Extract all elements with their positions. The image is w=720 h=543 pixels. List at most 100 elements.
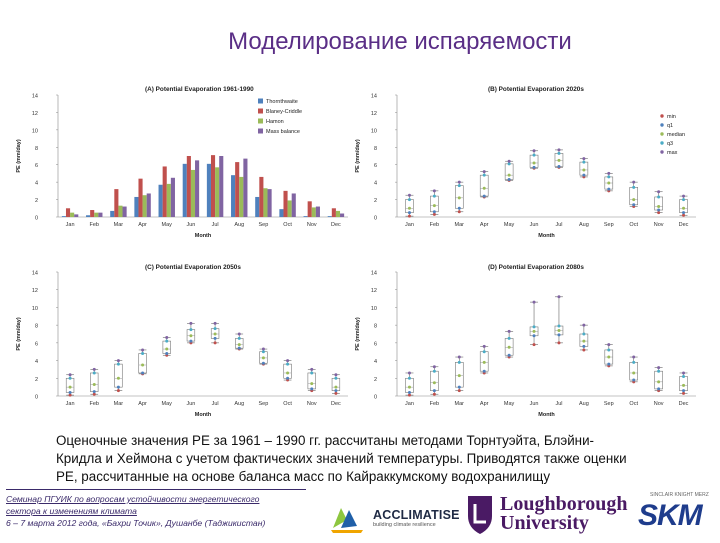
- bar-blaney-criddle: [162, 166, 167, 217]
- box: [529, 154, 539, 168]
- point-q3: [557, 324, 561, 328]
- point-q1: [607, 187, 611, 191]
- point-min: [213, 341, 217, 345]
- x-tick-label: Apr: [138, 222, 147, 228]
- point-min: [432, 212, 436, 216]
- caption-line-2: Кридла и Хеймона с учетом фактических зн…: [56, 451, 627, 466]
- point-min: [432, 392, 436, 396]
- bar-blaney-criddle: [114, 189, 119, 217]
- point-median: [457, 196, 461, 200]
- box: [629, 187, 638, 206]
- point-max: [165, 336, 169, 340]
- y-tick-label: 4: [374, 181, 377, 187]
- point-median: [189, 334, 193, 338]
- bar-thornthwaite: [134, 196, 139, 217]
- x-axis-label: Month: [195, 412, 212, 418]
- acclimatise-tagline: building climate resilience: [373, 522, 436, 528]
- point-max: [532, 149, 536, 153]
- y-tick-label: 10: [32, 128, 38, 134]
- point-median: [507, 173, 511, 177]
- point-q1: [286, 376, 290, 380]
- point-max: [532, 300, 536, 304]
- x-tick-label: Sep: [604, 222, 614, 228]
- point-max: [286, 359, 290, 363]
- point-max: [92, 367, 96, 371]
- point-min: [457, 389, 461, 393]
- x-tick-label: Jun: [186, 401, 195, 407]
- y-tick-label: 4: [35, 359, 38, 365]
- loughborough-wordmark-2: University: [500, 512, 589, 534]
- point-q1: [310, 387, 314, 391]
- x-tick-label: Dec: [331, 401, 341, 407]
- y-tick-label: 14: [371, 271, 377, 277]
- x-tick-label: Jan: [66, 222, 75, 228]
- loughborough-crest-icon: [468, 496, 492, 534]
- bar-blaney-criddle: [138, 178, 143, 217]
- bar-thornthwaite: [206, 163, 211, 217]
- bar-hamon: [142, 195, 147, 217]
- acclimatise-mark-icon: [331, 508, 363, 533]
- x-tick-label: Sep: [259, 222, 269, 228]
- point-median: [141, 363, 145, 367]
- point-q3: [68, 376, 72, 380]
- y-tick-label: 6: [374, 341, 377, 347]
- y-tick-label: 14: [371, 94, 377, 100]
- y-tick-label: 2: [35, 198, 38, 204]
- bar-thornthwaite: [182, 163, 187, 217]
- box: [479, 174, 489, 197]
- point-max: [457, 355, 461, 359]
- loughborough-wordmark-1: Loughborough: [500, 493, 628, 515]
- point-max: [432, 365, 436, 369]
- chart-panel-4: 0 2 4 6 8 10 12 14 (D) Potential Evaporation 208…: [355, 264, 696, 418]
- x-tick-label: May: [504, 222, 515, 228]
- point-q3: [657, 369, 661, 373]
- chart-panel-1: 0 2 4 6 8 10 12 14 (A) Potential Evaporation 196…: [16, 86, 348, 239]
- point-q3: [237, 336, 241, 340]
- point-q1: [482, 369, 486, 373]
- y-tick-label: 6: [374, 163, 377, 169]
- point-max: [582, 157, 586, 161]
- point-q3: [407, 376, 411, 380]
- bar-hamon: [263, 188, 268, 217]
- bar-thornthwaite: [86, 215, 91, 217]
- point-q3: [92, 371, 96, 375]
- point-min: [116, 389, 120, 393]
- caption: Оценочные значения PE за 1961 – 1990 гг.…: [56, 432, 656, 486]
- box: [114, 363, 123, 388]
- point-median: [482, 186, 486, 190]
- point-q1: [407, 211, 411, 215]
- x-tick-label: May: [504, 401, 515, 407]
- chart-panel-2: 0 2 4 6 8 10 12 14 (B) Potential Evaporation 202…: [355, 86, 696, 239]
- point-median: [607, 181, 611, 185]
- bar-thornthwaite: [158, 184, 163, 217]
- point-q1: [92, 390, 96, 394]
- point-max: [189, 321, 193, 325]
- point-q3: [116, 362, 120, 366]
- y-tick-label: 14: [32, 271, 38, 277]
- bar-mass-balance: [267, 189, 272, 217]
- bar-blaney-criddle: [90, 210, 95, 217]
- point-q3: [607, 175, 611, 179]
- point-q1: [432, 210, 436, 214]
- bar-thornthwaite: [61, 216, 66, 217]
- point-median: [68, 385, 72, 389]
- legend-marker: [660, 132, 664, 136]
- point-max: [213, 321, 217, 325]
- point-median: [407, 385, 411, 389]
- box: [138, 353, 147, 374]
- y-tick-label: 12: [371, 111, 377, 117]
- bar-blaney-criddle: [307, 201, 312, 217]
- y-axis-label: PE (mm/day): [355, 317, 361, 350]
- point-median: [607, 355, 611, 359]
- x-tick-label: Aug: [579, 401, 589, 407]
- point-median: [334, 385, 338, 389]
- point-q1: [557, 333, 561, 337]
- y-tick-label: 0: [35, 395, 38, 401]
- point-q3: [213, 327, 217, 331]
- point-q1: [237, 346, 241, 350]
- bar-thornthwaite: [110, 210, 115, 217]
- footer-line-2: сектора к изменениям климата: [6, 506, 137, 516]
- x-tick-label: Nov: [654, 401, 664, 407]
- point-q1: [507, 353, 511, 357]
- point-q1: [657, 387, 661, 391]
